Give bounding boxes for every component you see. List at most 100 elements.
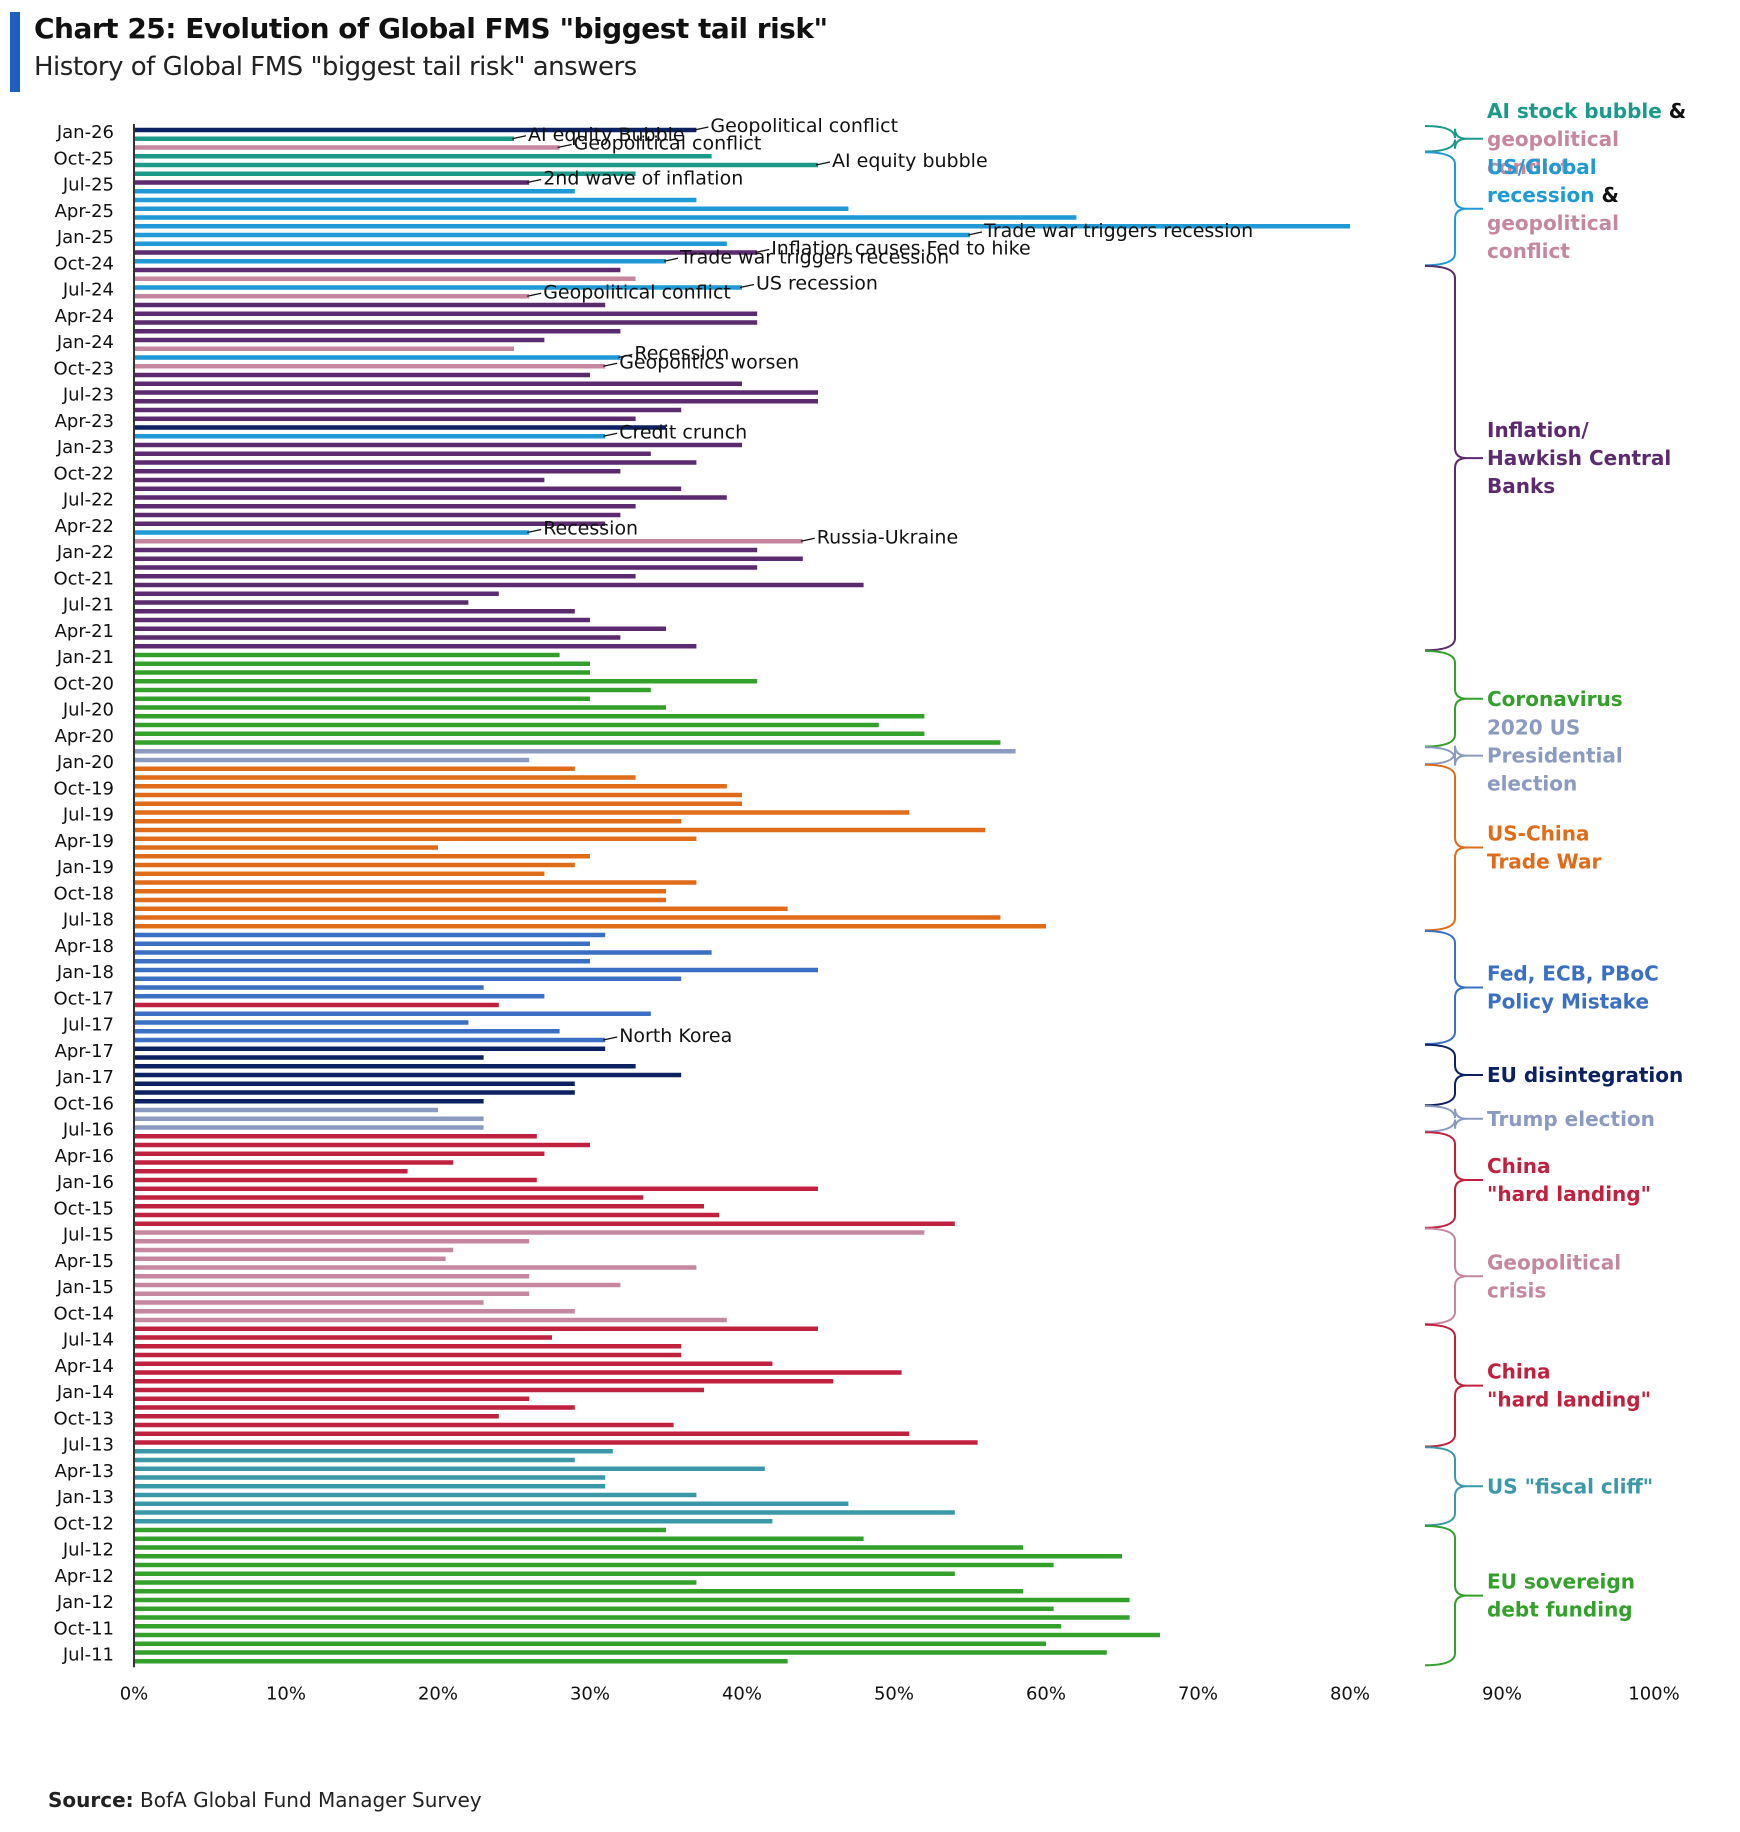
bar — [134, 1527, 666, 1533]
category-label: debt funding — [1487, 1598, 1633, 1622]
annotation-label: US recession — [756, 273, 878, 295]
bar — [134, 504, 636, 509]
category-label-segment: conflict — [1487, 155, 1570, 179]
category-label-segment: Banks — [1487, 474, 1555, 498]
category-label: recession & — [1487, 183, 1619, 207]
bar — [134, 819, 682, 824]
bar — [134, 1212, 720, 1218]
category-label-segment: debt funding — [1487, 1598, 1633, 1622]
category-label: Coronavirus — [1487, 687, 1623, 711]
bar — [134, 1589, 1024, 1594]
bar — [134, 259, 666, 264]
bar — [134, 906, 788, 911]
bar — [134, 1011, 651, 1016]
bar — [134, 696, 590, 701]
bar — [134, 302, 606, 308]
y-tick-label: Apr-17 — [55, 1041, 114, 1062]
y-tick-label: Jul-11 — [62, 1645, 114, 1666]
bar — [134, 1597, 1130, 1603]
category-label-segment: AI stock bubble — [1487, 99, 1669, 123]
bar — [134, 320, 758, 325]
bar — [134, 390, 818, 395]
x-tick-label: 60% — [1026, 1683, 1066, 1704]
y-tick-label: Oct-12 — [53, 1513, 114, 1534]
y-tick-label: Apr-18 — [55, 936, 114, 957]
y-tick-label: Jul-18 — [62, 910, 114, 931]
category-label-segment: "hard landing" — [1487, 1388, 1651, 1412]
y-tick-label: Jan-22 — [56, 542, 114, 563]
y-tick-label: Jul-22 — [62, 490, 114, 511]
bar — [134, 1606, 1054, 1611]
bar — [134, 915, 1001, 920]
annotation-label: North Korea — [619, 1025, 732, 1047]
bar — [134, 224, 1350, 229]
bar — [134, 1195, 644, 1200]
bar — [134, 687, 651, 693]
category-label-segment: EU sovereign — [1487, 1570, 1635, 1594]
category-brace — [1424, 151, 1468, 267]
bar — [134, 364, 606, 369]
bar — [134, 1501, 849, 1506]
title-accent-bar — [10, 12, 20, 92]
y-tick-label: Jul-21 — [62, 595, 114, 616]
bar — [134, 950, 712, 955]
bar — [134, 924, 1046, 929]
annotation-leader — [755, 248, 770, 254]
bar — [134, 626, 666, 631]
bar — [134, 171, 636, 176]
bar — [134, 714, 925, 719]
bar — [134, 1020, 469, 1025]
category-brace — [1424, 650, 1468, 748]
bar — [134, 556, 803, 561]
bar — [134, 635, 621, 640]
bar — [134, 967, 818, 973]
bar — [134, 1055, 484, 1060]
source-text: BofA Global Fund Manager Survey — [133, 1788, 482, 1812]
bar — [134, 976, 682, 981]
y-tick-label: Jan-13 — [56, 1487, 114, 1508]
bar — [134, 845, 438, 850]
category-label: Geopolitical — [1487, 1250, 1621, 1274]
bar — [134, 469, 621, 474]
annotation-label: AI equity bubble — [832, 150, 988, 172]
bar — [134, 1492, 697, 1498]
bar — [134, 1099, 484, 1104]
category-brace — [1424, 265, 1468, 652]
bar-chart: Jan-26 Oct-25 Jul-25 Apr-25 Jan-25 Oct-24 Jul-… — [53, 99, 1686, 1705]
bar — [134, 1274, 530, 1279]
bar — [134, 1615, 1130, 1620]
bar — [134, 215, 1077, 220]
bar — [134, 609, 575, 614]
bar — [134, 1160, 454, 1165]
annotation-label: Geopolitical conflict — [710, 115, 898, 137]
category-label-segment: conflict — [1487, 239, 1570, 263]
bar — [134, 294, 530, 299]
category-label: Presidential — [1487, 744, 1623, 768]
y-tick-label: Apr-12 — [55, 1566, 114, 1587]
bar — [134, 731, 925, 736]
bar — [134, 1571, 955, 1576]
bar — [134, 206, 849, 211]
y-tick-label: Oct-18 — [53, 883, 114, 904]
category-label: EU disintegration — [1487, 1063, 1683, 1087]
category-label: crisis — [1487, 1278, 1546, 1302]
bar — [134, 1204, 704, 1209]
bar — [134, 1449, 613, 1454]
bar — [134, 1221, 955, 1226]
bar — [134, 1177, 537, 1183]
bar — [134, 1440, 978, 1445]
bar — [134, 1239, 530, 1244]
category-label: 2020 US — [1487, 716, 1580, 740]
bar — [134, 337, 545, 343]
bar — [134, 1457, 575, 1463]
y-tick-label: Jan-12 — [56, 1592, 114, 1613]
bar — [134, 1247, 454, 1253]
x-tick-label: 30% — [570, 1683, 610, 1704]
y-tick-label: Jan-24 — [56, 332, 114, 353]
bar — [134, 766, 575, 771]
category-brace — [1424, 763, 1468, 932]
category-brace — [1424, 1131, 1468, 1229]
bar — [134, 1519, 773, 1524]
y-tick-label: Oct-25 — [53, 148, 114, 169]
bar — [134, 145, 560, 150]
